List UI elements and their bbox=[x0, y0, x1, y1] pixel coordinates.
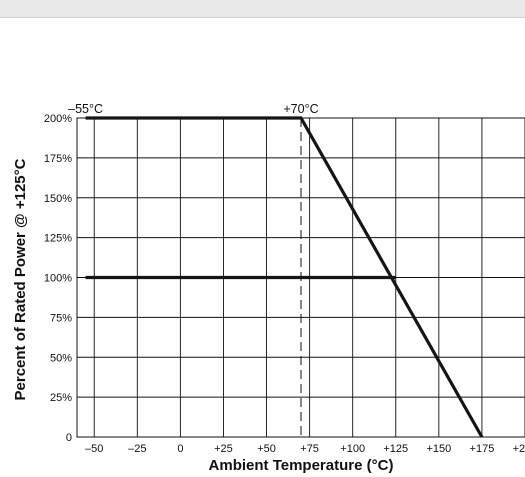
window-top-bar bbox=[0, 0, 525, 18]
x-tick-label: +200 bbox=[513, 443, 525, 455]
y-tick-label: 200% bbox=[44, 113, 72, 125]
temperature-annotation: +70°C bbox=[283, 102, 318, 116]
x-tick-labels: –50 –25 0 +25 +50 +75 +100 +125 +150 +175 +200 bbox=[85, 443, 525, 455]
x-tick-label: +100 bbox=[340, 443, 365, 455]
x-tick-label: 0 bbox=[177, 443, 183, 455]
y-axis-title: Percent of Rated Power @ +125°C bbox=[12, 158, 29, 400]
y-tick-label: 25% bbox=[50, 392, 72, 404]
series-lines bbox=[85, 116, 484, 438]
x-tick-label: +125 bbox=[383, 443, 408, 455]
x-tick-label: +150 bbox=[426, 443, 451, 455]
x-axis-title: Ambient Temperature (°C) bbox=[209, 457, 394, 474]
x-tick-label: +175 bbox=[470, 443, 495, 455]
annotations: –55°C +70°C bbox=[68, 102, 318, 116]
y-tick-label: 150% bbox=[44, 193, 72, 205]
y-tick-labels: 0 25% 50% 75% 100% 125% 150% 175% 200% bbox=[44, 113, 72, 444]
y-tick-label: 125% bbox=[44, 233, 72, 245]
y-tick-label: 0 bbox=[66, 432, 72, 444]
series-line-1 bbox=[85, 116, 484, 438]
y-tick-label: 75% bbox=[50, 312, 72, 324]
x-tick-label: +25 bbox=[214, 443, 233, 455]
x-tick-label: +75 bbox=[300, 443, 319, 455]
x-tick-label: +50 bbox=[257, 443, 276, 455]
y-tick-label: 175% bbox=[44, 153, 72, 165]
x-tick-label: –50 bbox=[85, 443, 103, 455]
x-tick-label: –25 bbox=[128, 443, 146, 455]
y-tick-label: 100% bbox=[44, 273, 72, 285]
y-tick-label: 50% bbox=[50, 352, 72, 364]
temperature-annotation: –55°C bbox=[68, 102, 103, 116]
